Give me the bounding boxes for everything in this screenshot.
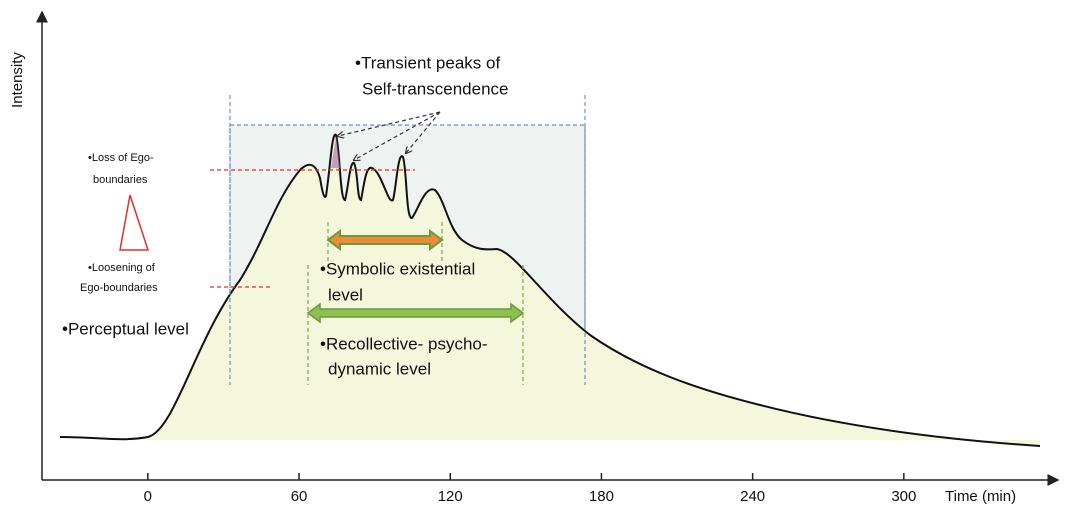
range-arrow [326, 229, 444, 251]
x-axis-label: Time (min) [945, 488, 1016, 505]
area [60, 134, 1040, 446]
arrow [406, 111, 441, 153]
x-tick-label: 0 [144, 488, 152, 505]
intensity-curve [59, 133, 1041, 447]
range-arrow [306, 302, 525, 324]
triangle [119, 194, 150, 251]
label: •Recollective- psycho- [320, 334, 488, 353]
peak-fill [331, 136, 340, 168]
label: •Symbolic existential [320, 259, 475, 278]
label: Ego-boundaries [80, 282, 158, 294]
label: boundaries [93, 174, 148, 186]
x-tick-label: 240 [740, 488, 765, 505]
label: •Loss of Ego- [88, 152, 154, 164]
label: dynamic level [328, 359, 431, 378]
label: •Loosening of [88, 262, 156, 274]
x-tick-label: 60 [291, 488, 308, 505]
label: •Transient peaks of [355, 53, 500, 72]
x-tick-label: 300 [891, 488, 916, 505]
label: •Perceptual level [62, 319, 189, 338]
y-axis-label: Intensity [9, 52, 26, 108]
x-tick-label: 180 [589, 488, 614, 505]
x-tick-label: 120 [438, 488, 463, 505]
label: Self-transcendence [362, 79, 508, 98]
arrow [338, 111, 441, 136]
arrow [354, 111, 441, 160]
label: level [328, 285, 363, 304]
